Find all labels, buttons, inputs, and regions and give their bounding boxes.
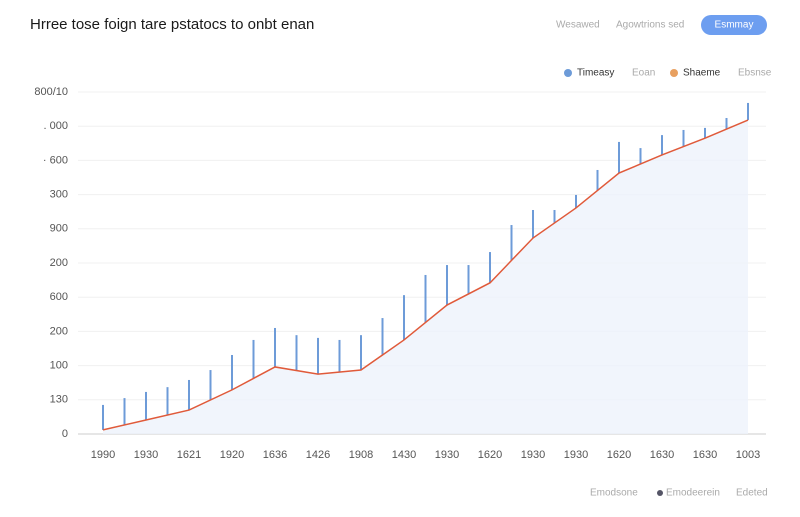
- y-tick-label: 300: [50, 189, 68, 201]
- bar: [317, 337, 319, 375]
- x-tick-label: 1930: [521, 449, 545, 461]
- x-tick-label: 1630: [693, 449, 717, 461]
- bar: [510, 225, 513, 261]
- button-label[interactable]: Esmmay: [715, 20, 754, 31]
- chart-title: Hrree tose foign tare pstatocs to onbt e…: [30, 16, 314, 33]
- footer-item[interactable]: Emodsone: [590, 488, 638, 499]
- x-tick-label: 1003: [736, 449, 760, 461]
- y-tick-label: 0: [62, 428, 68, 440]
- y-tick-label: 100: [50, 360, 68, 372]
- y-tick-label: · 600: [43, 154, 68, 166]
- y-tick-label: 130: [50, 394, 68, 406]
- x-tick-label: 1620: [607, 449, 631, 461]
- area: [103, 120, 748, 434]
- bar: [231, 354, 233, 390]
- nav-item[interactable]: Wesawed: [556, 20, 600, 31]
- bar: [166, 387, 169, 416]
- x-tick-label: 1426: [306, 449, 330, 461]
- button[interactable]: [701, 15, 767, 35]
- footer-item[interactable]: Emodeerein: [666, 488, 720, 499]
- bar: [145, 391, 147, 420]
- legend-label: Ebsnse: [738, 68, 772, 79]
- bar: [446, 265, 448, 306]
- bar: [209, 370, 212, 400]
- bar: [381, 318, 384, 355]
- x-tick-label: 1930: [435, 449, 459, 461]
- bar: [424, 274, 427, 323]
- bar: [682, 129, 685, 147]
- legend-swatch: [564, 69, 572, 77]
- legend-label: Eoan: [632, 68, 655, 79]
- bar: [639, 148, 642, 164]
- bar: [123, 398, 126, 425]
- bar: [661, 135, 663, 155]
- nav-item[interactable]: Agowtrions sed: [616, 20, 684, 31]
- y-tick-label: 600: [50, 291, 68, 303]
- x-tick-label: 1630: [650, 449, 674, 461]
- x-tick-label: 1930: [134, 449, 158, 461]
- bar: [338, 339, 341, 373]
- bar: [532, 209, 534, 239]
- bar: [274, 327, 276, 367]
- x-tick-label: 1920: [220, 449, 244, 461]
- bar: [553, 209, 556, 223]
- x-tick-label: 1430: [392, 449, 416, 461]
- x-tick-label: 1930: [564, 449, 588, 461]
- x-tick-label: 1990: [91, 449, 115, 461]
- bar: [188, 379, 190, 411]
- y-tick-label: 800/10: [34, 86, 68, 98]
- bar: [295, 335, 298, 371]
- x-tick-label: 1621: [177, 449, 201, 461]
- x-tick-label: 1908: [349, 449, 373, 461]
- legend-label: Timeasy: [577, 68, 614, 79]
- footer-item[interactable]: Edeted: [736, 488, 768, 499]
- legend-label: Shaeme: [683, 68, 721, 79]
- bar: [725, 117, 728, 130]
- bar: [489, 252, 491, 283]
- bar: [252, 339, 255, 379]
- y-tick-label: 200: [50, 257, 68, 269]
- bar: [467, 265, 470, 294]
- bar: [403, 295, 405, 340]
- x-tick-label: 1636: [263, 449, 287, 461]
- bar: [575, 194, 577, 208]
- bar: [618, 141, 620, 174]
- y-tick-label: 200: [50, 325, 68, 337]
- legend-swatch: [670, 69, 678, 77]
- x-tick-label: 1620: [478, 449, 502, 461]
- footer-dot: [657, 490, 663, 496]
- line: [102, 119, 749, 431]
- bar: [747, 102, 749, 121]
- bar: [596, 169, 599, 191]
- bar: [360, 335, 362, 371]
- y-tick-label: . 000: [44, 120, 68, 132]
- y-tick-label: 900: [50, 223, 68, 235]
- bar: [704, 127, 706, 139]
- bar: [102, 404, 104, 430]
